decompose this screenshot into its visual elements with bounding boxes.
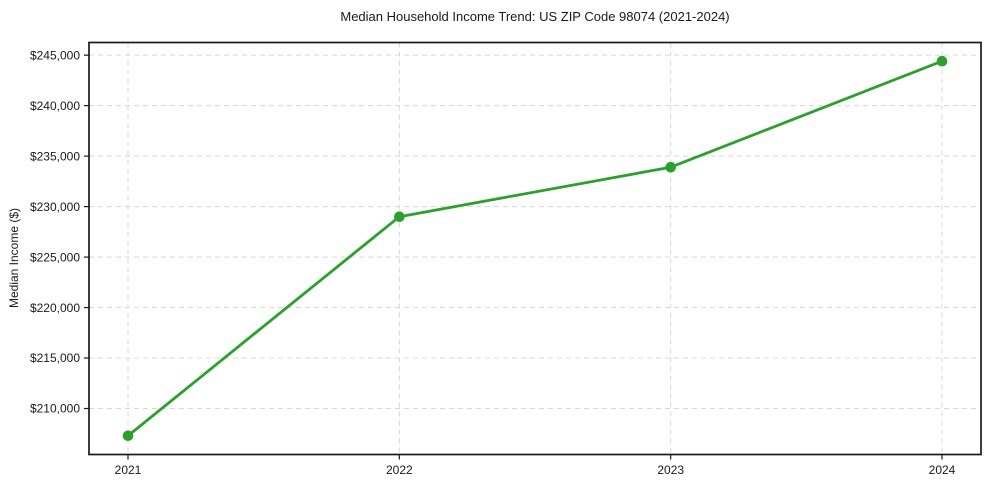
x-tick-label: 2024 xyxy=(929,463,956,477)
y-tick-label: $225,000 xyxy=(30,250,80,264)
x-tick-label: 2022 xyxy=(386,463,413,477)
x-tick-label: 2021 xyxy=(115,463,142,477)
y-tick-label: $245,000 xyxy=(30,48,80,62)
data-point-2024 xyxy=(936,55,948,67)
x-tick-label: 2023 xyxy=(657,463,684,477)
data-point-2022 xyxy=(394,211,405,222)
y-tick-label: $235,000 xyxy=(30,149,80,163)
trend-line xyxy=(126,59,944,438)
data-point-2021 xyxy=(122,430,134,442)
data-point-2023 xyxy=(665,161,676,173)
y-tick-label: $215,000 xyxy=(30,351,80,365)
chart-title: Median Household Income Trend: US ZIP Co… xyxy=(340,9,730,24)
y-tick-label: $210,000 xyxy=(30,402,80,416)
y-tick-label: $230,000 xyxy=(30,200,80,214)
y-tick-label: $240,000 xyxy=(30,99,80,113)
plot-frame xyxy=(88,41,982,456)
y-tick-label: $220,000 xyxy=(30,301,80,315)
